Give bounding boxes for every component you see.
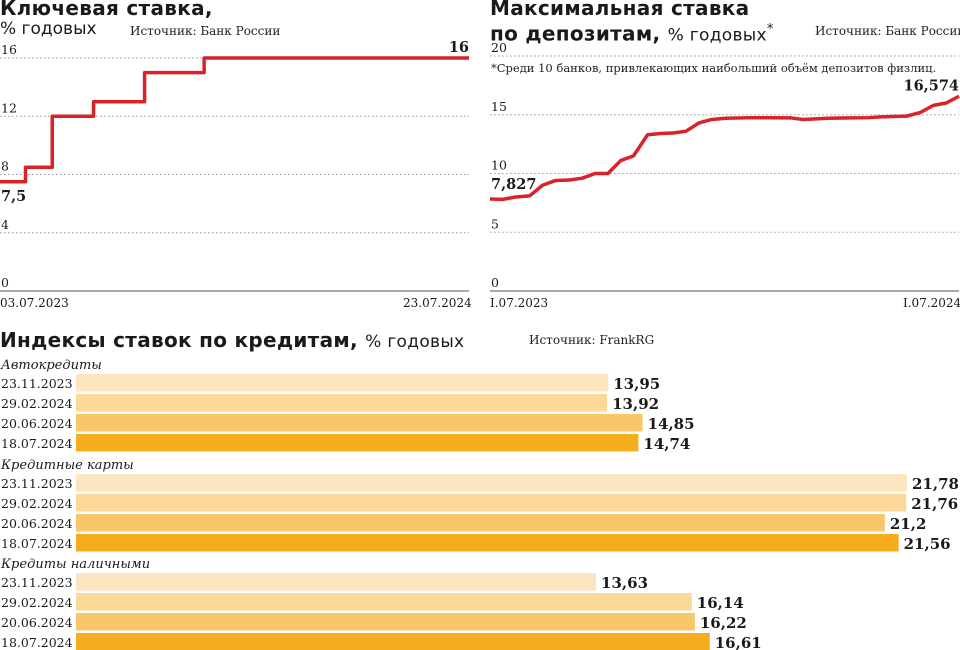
key-rate-title: Ключевая ставка,: [0, 0, 213, 20]
y-tick-label: 8: [1, 159, 9, 174]
bar: [76, 414, 643, 432]
loans-unit: % годовых: [365, 332, 465, 352]
bar: [76, 633, 710, 650]
bar-category-label: 18.07.2024: [1, 635, 73, 650]
deposit-footnote: *Среди 10 банков, привлекающих наибольши…: [491, 61, 937, 75]
bar-value-label: 16,61: [715, 634, 762, 650]
bar: [76, 434, 639, 452]
series-line: [0, 56, 469, 184]
key-rate-source: Источник: Банк России: [130, 24, 281, 38]
group-label: Кредитные карты: [0, 458, 134, 473]
bar: [76, 593, 692, 611]
bar: [76, 514, 885, 532]
bar: [76, 374, 609, 392]
y-tick-label: 15: [491, 99, 507, 114]
group-label: Автокредиты: [0, 358, 102, 373]
bar-value-label: 14,74: [643, 435, 690, 453]
key-rate-x-end: 23.07.2024: [403, 296, 472, 310]
start-value-label: 7,5: [1, 188, 26, 205]
deposit-x-start: I.07.2023: [490, 296, 549, 310]
key-rate-x-start: 03.07.2023: [0, 296, 69, 310]
series-line: [489, 94, 960, 202]
bar-value-label: 13,92: [612, 395, 659, 413]
bar-value-label: 16,22: [700, 614, 747, 632]
bar: [76, 613, 695, 631]
loans-title-text: Индексы ставок по кредитам,: [0, 328, 358, 352]
bar-category-label: 18.07.2024: [1, 536, 73, 551]
bar-value-label: 16,14: [697, 594, 744, 612]
bar: [76, 494, 907, 512]
bar-category-label: 29.02.2024: [1, 396, 73, 411]
bar-category-label: 23.11.2023: [1, 376, 73, 391]
bar-category-label: 29.02.2024: [1, 595, 73, 610]
y-tick-label: 5: [491, 216, 499, 231]
bar-value-label: 21,78: [912, 475, 959, 493]
deposit-title-line2: по депозитам, % годовых*: [490, 19, 774, 47]
group-label: Кредиты наличными: [0, 557, 150, 572]
deposit-source: Источник: Банк России: [815, 24, 960, 38]
bar-value-label: 14,85: [648, 415, 695, 433]
bar-category-label: 23.11.2023: [1, 575, 73, 590]
bar-category-label: 20.06.2024: [1, 516, 73, 531]
y-tick-label: 4: [1, 217, 9, 232]
y-tick-label: 16: [1, 42, 17, 57]
y-tick-label: 12: [1, 100, 17, 115]
y-tick-label: 20: [491, 40, 507, 55]
bar-value-label: 13,95: [613, 375, 660, 393]
bar-category-label: 20.06.2024: [1, 615, 73, 630]
bar: [76, 534, 899, 552]
bar-value-label: 13,63: [601, 574, 648, 592]
bar-value-label: 21,76: [911, 495, 958, 513]
deposit-chart: 0 5 10 15 20 7,827 16,574: [489, 40, 960, 292]
loans-source: Источник: FrankRG: [529, 333, 655, 347]
start-value-label: 7,827: [491, 176, 536, 193]
bar-category-label: 23.11.2023: [1, 476, 73, 491]
y-tick-label: 0: [491, 275, 499, 290]
bar-category-label: 20.06.2024: [1, 416, 73, 431]
bar-category-label: 18.07.2024: [1, 436, 73, 451]
bar-value-label: 21,2: [890, 515, 927, 533]
y-tick-label: 0: [1, 275, 9, 290]
deposit-star: *: [766, 22, 774, 37]
loans-title: Индексы ставок по кредитам, % годовых: [0, 329, 464, 353]
deposit-title-text: по депозитам,: [490, 21, 661, 46]
key-rate-chart: 0 4 8 12 16 7,5 16: [0, 39, 469, 292]
bar: [76, 573, 597, 591]
bar-value-label: 21,56: [904, 535, 951, 553]
deposit-unit: % годовых: [667, 25, 767, 46]
y-tick-label: 10: [491, 158, 507, 173]
deposit-title-line1: Максимальная ставка: [490, 0, 750, 20]
bar-category-label: 29.02.2024: [1, 496, 73, 511]
deposit-x-end: I.07.2024: [903, 296, 960, 310]
end-value-label: 16: [449, 39, 469, 56]
key-rate-unit: % годовых: [0, 19, 97, 39]
end-value-label: 16,574: [904, 77, 960, 94]
bar: [76, 394, 608, 412]
bar: [76, 474, 907, 492]
